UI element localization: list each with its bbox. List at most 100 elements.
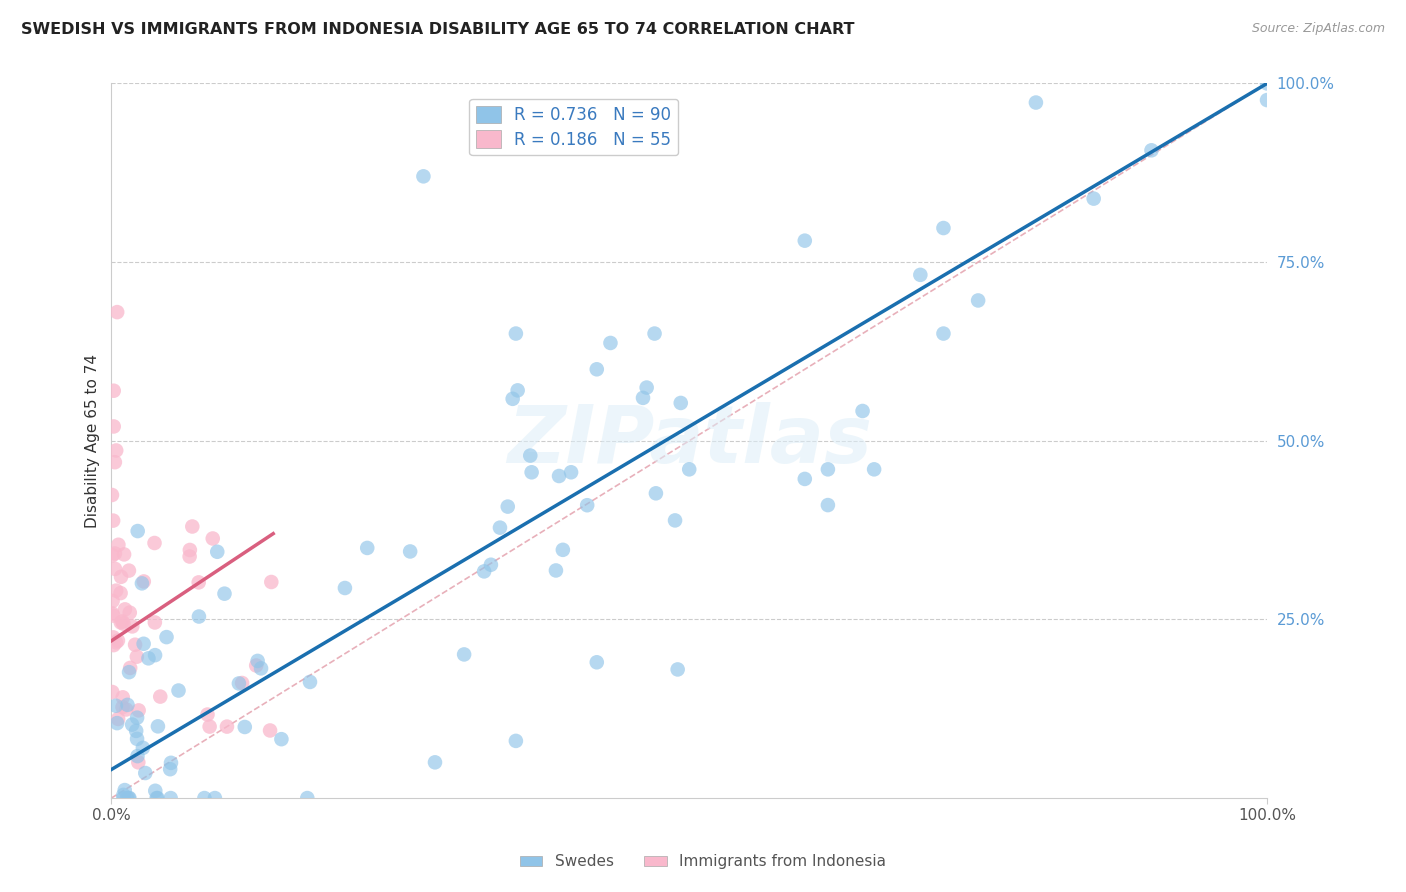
Point	[101, 488, 124, 502]
Point	[548, 469, 571, 483]
Point	[472, 565, 495, 579]
Point	[246, 654, 269, 668]
Point	[112, 788, 135, 802]
Point	[118, 606, 141, 620]
Point	[118, 564, 141, 578]
Point	[214, 587, 236, 601]
Point	[101, 594, 124, 608]
Point	[110, 570, 132, 584]
Point	[260, 574, 283, 589]
Point	[1140, 143, 1163, 157]
Point	[127, 524, 149, 538]
Point	[104, 698, 127, 713]
Point	[101, 607, 124, 621]
Y-axis label: Disability Age 65 to 74: Disability Age 65 to 74	[86, 354, 100, 528]
Point	[932, 221, 955, 235]
Point	[104, 455, 127, 469]
Point	[159, 791, 181, 805]
Point	[644, 326, 666, 341]
Point	[101, 608, 124, 623]
Point	[669, 396, 692, 410]
Point	[423, 756, 446, 770]
Point	[105, 583, 128, 598]
Point	[207, 545, 229, 559]
Point	[496, 500, 519, 514]
Point	[101, 549, 124, 563]
Point	[125, 723, 148, 738]
Point	[112, 548, 135, 562]
Point	[520, 465, 543, 479]
Point	[115, 702, 138, 716]
Point	[105, 305, 128, 319]
Point	[115, 791, 138, 805]
Point	[104, 562, 127, 576]
Point	[125, 731, 148, 746]
Point	[793, 472, 815, 486]
Point	[117, 698, 139, 712]
Point	[143, 784, 166, 798]
Point	[105, 635, 128, 649]
Point	[215, 720, 238, 734]
Point	[560, 465, 582, 479]
Point	[127, 756, 149, 770]
Point	[105, 716, 128, 731]
Point	[181, 519, 204, 533]
Point	[118, 665, 141, 680]
Point	[107, 712, 129, 726]
Point	[131, 576, 153, 591]
Point	[104, 546, 127, 560]
Point	[585, 362, 607, 376]
Point	[204, 791, 226, 805]
Point	[967, 293, 990, 308]
Legend: Swedes, Immigrants from Indonesia: Swedes, Immigrants from Indonesia	[513, 848, 893, 875]
Point	[505, 734, 527, 748]
Point	[1256, 77, 1278, 91]
Point	[519, 449, 541, 463]
Point	[114, 783, 136, 797]
Point	[233, 720, 256, 734]
Point	[101, 685, 124, 699]
Point	[231, 676, 253, 690]
Point	[105, 443, 128, 458]
Point	[118, 791, 141, 805]
Point	[851, 404, 873, 418]
Point	[114, 602, 136, 616]
Point	[125, 649, 148, 664]
Point	[479, 558, 502, 572]
Legend: R = 0.736   N = 90, R = 0.186   N = 55: R = 0.736 N = 90, R = 0.186 N = 55	[470, 99, 678, 155]
Point	[599, 335, 621, 350]
Point	[143, 648, 166, 662]
Point	[107, 633, 129, 648]
Point	[187, 575, 209, 590]
Point	[817, 462, 839, 476]
Point	[664, 513, 686, 527]
Point	[551, 542, 574, 557]
Point	[103, 419, 125, 434]
Point	[817, 498, 839, 512]
Point	[412, 169, 434, 184]
Point	[167, 683, 190, 698]
Point	[201, 532, 224, 546]
Point	[863, 462, 886, 476]
Point	[245, 658, 267, 673]
Point	[453, 648, 475, 662]
Point	[111, 690, 134, 705]
Point	[134, 766, 156, 780]
Point	[146, 791, 169, 805]
Point	[179, 543, 201, 558]
Point	[1025, 95, 1047, 110]
Point	[187, 609, 209, 624]
Point	[155, 630, 177, 644]
Point	[128, 703, 150, 717]
Point	[146, 719, 169, 733]
Point	[250, 661, 273, 675]
Point	[112, 791, 135, 805]
Point	[127, 711, 149, 725]
Point	[132, 637, 155, 651]
Point	[505, 326, 527, 341]
Point	[101, 514, 124, 528]
Point	[107, 538, 129, 552]
Point	[678, 462, 700, 476]
Point	[399, 544, 422, 558]
Point	[506, 384, 529, 398]
